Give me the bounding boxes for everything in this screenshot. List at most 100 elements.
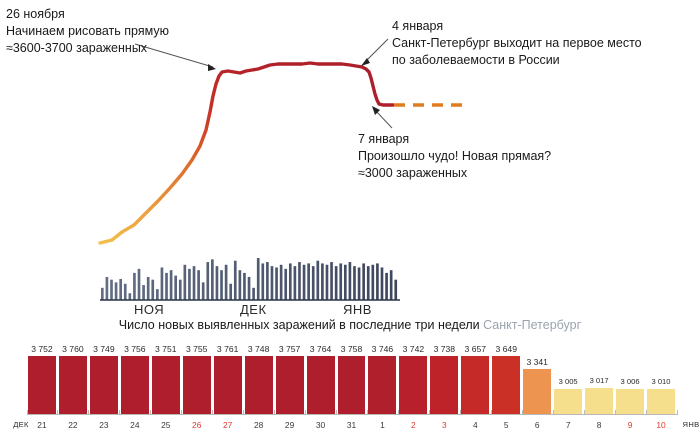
axis-tick: [366, 410, 368, 415]
bar-rect: [523, 369, 552, 414]
bar-chart-axis-line: [28, 414, 678, 415]
bar-value-label: 3 742: [402, 344, 425, 354]
bar-column[interactable]: 3 006: [616, 344, 645, 414]
mini-bar: [211, 259, 214, 300]
bar-value-label: 3 752: [31, 344, 53, 354]
axis-label-day: 4: [472, 420, 478, 430]
mini-bar: [385, 272, 388, 300]
annotation-nov26-line2: Начинаем рисовать прямую: [6, 24, 169, 38]
bar-column[interactable]: 3 760: [58, 344, 87, 414]
axis-tick: [305, 410, 307, 415]
mini-bar: [380, 267, 384, 300]
axis-label-day: 9: [627, 420, 633, 430]
mini-bar: [288, 263, 292, 300]
month-label-dec: ДЕК: [240, 302, 267, 317]
axis-tick: [88, 410, 90, 415]
axis-label-day: 23: [99, 420, 109, 430]
axis-label-day: 5: [503, 420, 509, 430]
bar-rect: [151, 356, 180, 414]
axis-label-day: 3: [442, 420, 447, 430]
bar-value-label: 3 758: [340, 344, 363, 354]
mini-bar: [133, 272, 136, 300]
annotation-jan4-line2: Санкт-Петербург выходит на первое место: [392, 36, 642, 50]
bar-column[interactable]: 3 657: [461, 344, 490, 414]
mini-bar: [311, 266, 315, 300]
mini-bar: [293, 266, 297, 300]
axis-tick: [336, 410, 338, 415]
mini-bar: [252, 287, 255, 300]
mini-bar: [325, 264, 329, 300]
bar-column[interactable]: 3 752: [28, 344, 56, 414]
bar-value-label: 3 749: [93, 344, 115, 354]
mini-bar: [192, 266, 196, 300]
bar-rect: [182, 356, 211, 414]
axis-label-day: 6: [534, 420, 540, 430]
mini-bar: [215, 266, 219, 300]
axis-label-day: 1: [380, 420, 385, 430]
bar-column[interactable]: 3 751: [151, 344, 180, 414]
mini-bar: [394, 279, 398, 300]
axis-tick: [552, 410, 554, 415]
daily-cases-bar-chart: ДЕК ЯНВ 3 752 21 3 760 22 3 749 23 3 756 24 3 75…: [13, 344, 699, 432]
arrowhead-jan4: [361, 58, 370, 66]
bar-value-label: 3 755: [185, 344, 208, 354]
axis-tick: [645, 410, 647, 415]
bar-rect: [275, 356, 304, 414]
bar-rect: [213, 356, 242, 414]
mini-bar: [284, 268, 288, 300]
axis-tick: [57, 410, 59, 415]
bar-column[interactable]: 3 757: [275, 344, 304, 414]
bar-column[interactable]: 3 017: [585, 344, 614, 414]
bar-value-label: 3 748: [247, 344, 270, 354]
month-label-jan: ЯНВ: [343, 302, 372, 317]
axis-tick: [274, 410, 276, 415]
bar-rect: [585, 388, 614, 414]
axis-tick: [490, 410, 492, 415]
axis-tick: [459, 410, 461, 415]
mini-bar: [174, 275, 178, 300]
bar-column[interactable]: 3 005: [554, 344, 583, 414]
annotation-nov26: 26 ноября Начинаем рисовать прямую ≈3600…: [6, 6, 169, 57]
bar-value-label: 3 341: [526, 357, 548, 367]
bar-column[interactable]: 3 756: [120, 344, 149, 414]
bar-column[interactable]: 3 649: [492, 344, 521, 414]
axis-label-day: 21: [37, 420, 47, 430]
bar-rect: [399, 356, 428, 414]
bar-column[interactable]: 3 748: [244, 344, 273, 414]
mini-bar: [169, 270, 173, 300]
mini-bar: [233, 260, 237, 300]
leader-line-jan7: [374, 109, 393, 129]
annotation-jan7-line2: Произошло чудо! Новая прямая?: [358, 149, 552, 163]
bar-rect: [647, 388, 675, 414]
leader-line-jan4: [364, 38, 389, 63]
mini-bar: [188, 268, 191, 300]
mini-bar: [366, 266, 370, 300]
bar-value-label: 3 757: [278, 344, 301, 354]
bar-column[interactable]: 3 764: [306, 344, 335, 414]
bar-column[interactable]: 3 758: [337, 344, 366, 414]
mini-bar: [119, 279, 122, 300]
bar-value-label: 3 649: [495, 344, 517, 354]
bar-column[interactable]: 3 761: [213, 344, 242, 414]
bar-column[interactable]: 3 010: [647, 344, 675, 414]
axis-label-day: 7: [565, 420, 571, 430]
mini-bar: [178, 279, 182, 300]
axis-label-day: 31: [346, 420, 357, 430]
bar-column[interactable]: 3 742: [399, 344, 428, 414]
curve-path: [98, 61, 395, 245]
bar-column[interactable]: 3 749: [89, 344, 118, 414]
bar-column[interactable]: 3 341: [523, 344, 552, 414]
mini-bar: [247, 276, 251, 300]
mini-bar: [229, 283, 233, 300]
bar-rect: [368, 356, 397, 414]
bar-column[interactable]: 3 746: [368, 344, 397, 414]
mini-bar: [137, 268, 141, 300]
annotation-jan4-date: 4 января: [392, 19, 444, 33]
mini-bar: [165, 272, 168, 300]
axis-label-day: 26: [192, 420, 202, 430]
bar-column[interactable]: 3 755: [182, 344, 211, 414]
bar-value-label: 3 657: [464, 344, 487, 354]
bar-column[interactable]: 3 738: [430, 344, 459, 414]
